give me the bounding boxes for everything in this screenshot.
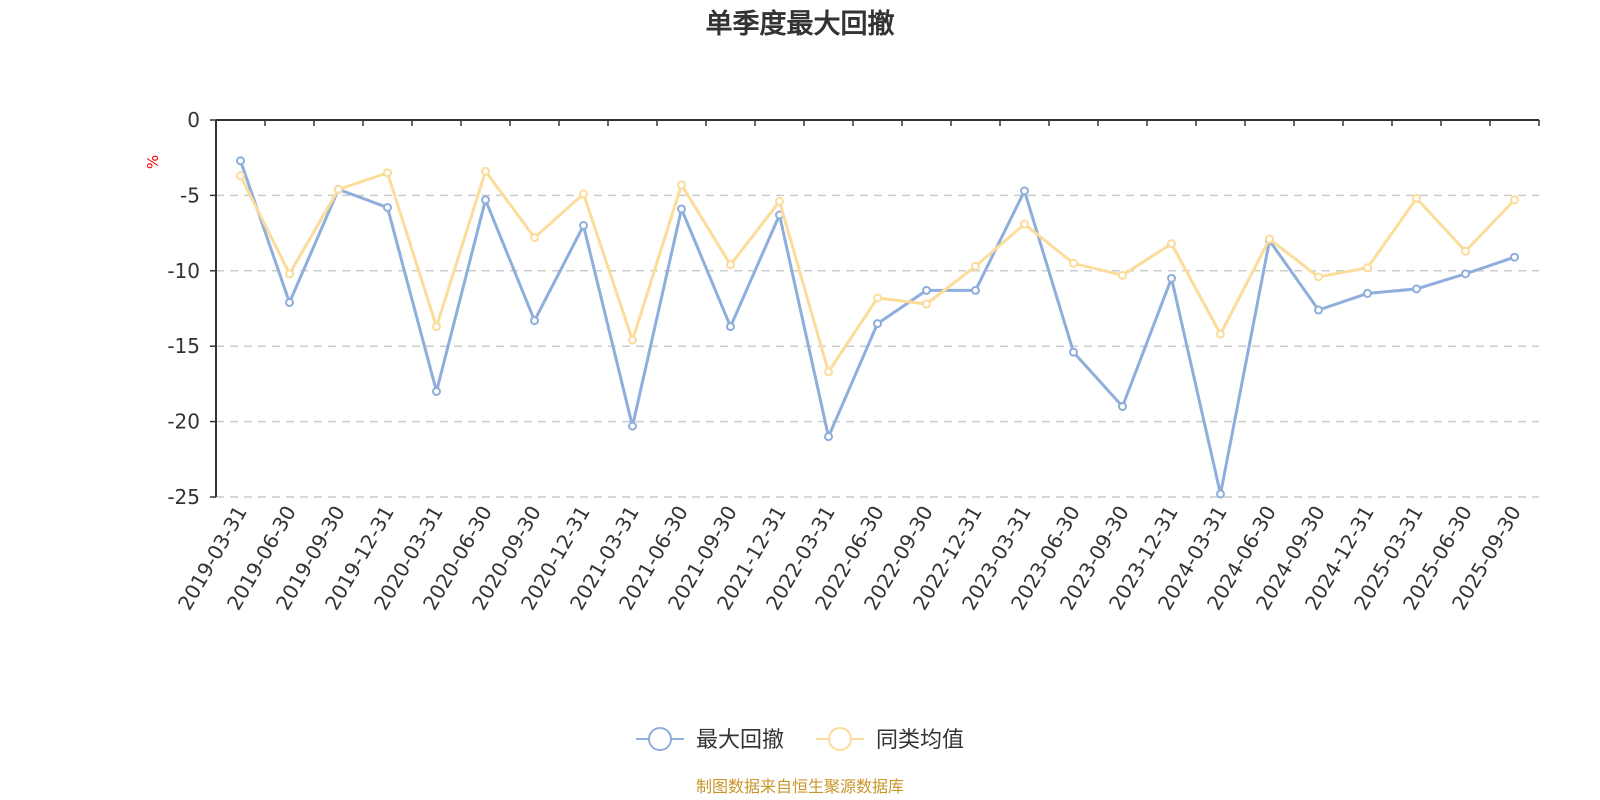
- data-point[interactable]: [922, 299, 931, 309]
- data-point[interactable]: [1069, 347, 1078, 357]
- data-point[interactable]: [726, 260, 735, 270]
- data-point[interactable]: [285, 269, 294, 279]
- data-point[interactable]: [1412, 193, 1421, 203]
- data-point[interactable]: [922, 285, 931, 295]
- data-point[interactable]: [677, 204, 686, 214]
- data-point[interactable]: [334, 184, 343, 194]
- data-point[interactable]: [1314, 305, 1323, 315]
- legend-marker-icon: [648, 727, 672, 751]
- data-point[interactable]: [677, 180, 686, 190]
- data-point[interactable]: [726, 322, 735, 332]
- data-point[interactable]: [481, 195, 490, 205]
- data-point[interactable]: [1118, 270, 1127, 280]
- data-point[interactable]: [481, 166, 490, 176]
- y-tick-label: -5: [180, 183, 200, 207]
- legend-marker-icon: [828, 727, 852, 751]
- y-tick-label: -10: [167, 259, 200, 283]
- data-point[interactable]: [236, 156, 245, 166]
- series-最大回撤: [236, 156, 1519, 499]
- data-point[interactable]: [1363, 263, 1372, 273]
- data-point[interactable]: [1265, 234, 1274, 244]
- axes: 0-5-10-15-20-252019-03-312019-06-302019-…: [167, 108, 1540, 614]
- data-point[interactable]: [1167, 239, 1176, 249]
- data-point[interactable]: [383, 202, 392, 212]
- y-axis-unit: %: [144, 155, 162, 169]
- y-tick-label: 0: [187, 108, 200, 132]
- y-tick-label: -15: [167, 334, 200, 358]
- data-point[interactable]: [1314, 272, 1323, 282]
- data-point[interactable]: [824, 367, 833, 377]
- data-point[interactable]: [1020, 186, 1029, 196]
- data-point[interactable]: [1216, 329, 1225, 339]
- data-point[interactable]: [1510, 195, 1519, 205]
- data-point[interactable]: [236, 171, 245, 181]
- data-point[interactable]: [285, 297, 294, 307]
- data-point[interactable]: [971, 261, 980, 271]
- data-point[interactable]: [1216, 489, 1225, 499]
- data-point[interactable]: [1118, 402, 1127, 412]
- data-point[interactable]: [628, 335, 637, 345]
- data-point[interactable]: [1461, 246, 1470, 256]
- data-point[interactable]: [579, 189, 588, 199]
- series-lines: [236, 156, 1519, 499]
- y-tick-label: -25: [167, 485, 200, 509]
- data-point[interactable]: [1069, 258, 1078, 268]
- legend-label: 最大回撤: [696, 728, 784, 753]
- legend[interactable]: 最大回撤 同类均值: [636, 727, 964, 753]
- legend-item[interactable]: 同类均值: [816, 727, 964, 753]
- data-point[interactable]: [579, 221, 588, 231]
- data-point[interactable]: [432, 386, 441, 396]
- data-point[interactable]: [824, 432, 833, 442]
- data-point[interactable]: [971, 285, 980, 295]
- series-同类均值: [236, 166, 1519, 377]
- data-point[interactable]: [873, 319, 882, 329]
- data-point[interactable]: [1412, 284, 1421, 294]
- data-point[interactable]: [432, 322, 441, 332]
- data-point[interactable]: [383, 168, 392, 178]
- data-point[interactable]: [530, 233, 539, 243]
- y-tick-label: -20: [167, 410, 200, 434]
- data-point[interactable]: [1020, 219, 1029, 229]
- data-point[interactable]: [1510, 252, 1519, 262]
- grid-lines: [216, 194, 1539, 498]
- data-point[interactable]: [1167, 273, 1176, 283]
- source-note: 制图数据来自恒生聚源数据库: [696, 777, 904, 796]
- legend-item[interactable]: 最大回撤: [636, 727, 784, 753]
- data-point[interactable]: [873, 293, 882, 303]
- data-point[interactable]: [628, 421, 637, 431]
- data-point[interactable]: [1363, 288, 1372, 298]
- data-point[interactable]: [775, 196, 784, 206]
- data-point[interactable]: [1461, 269, 1470, 279]
- data-point[interactable]: [530, 316, 539, 326]
- legend-label: 同类均值: [876, 728, 964, 753]
- chart-title: 单季度最大回撤: [706, 8, 895, 40]
